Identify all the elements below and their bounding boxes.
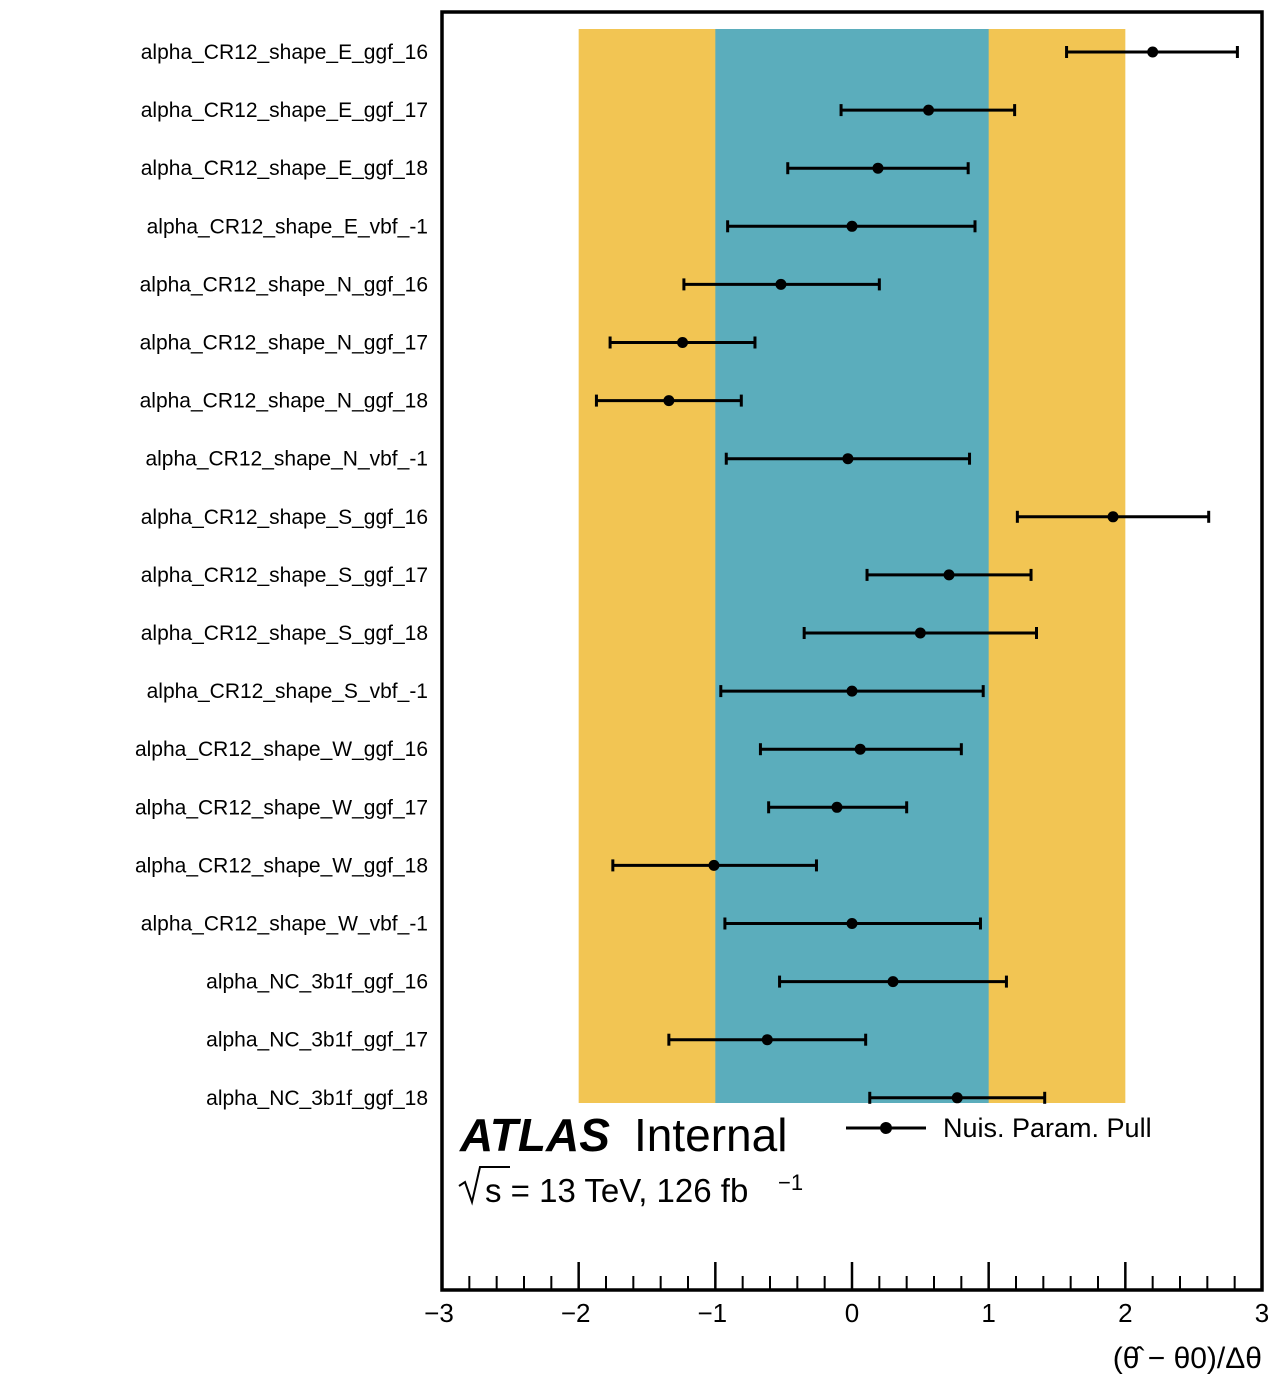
- pull-marker: [846, 685, 858, 697]
- parameter-label: alpha_CR12_shape_E_ggf_17: [141, 99, 428, 122]
- pull-marker: [872, 162, 884, 174]
- parameter-label: alpha_CR12_shape_N_vbf_-1: [145, 448, 428, 471]
- parameter-label: alpha_CR12_shape_S_ggf_16: [141, 506, 428, 529]
- pull-point-group: [719, 685, 985, 698]
- pull-point-group: [786, 162, 970, 175]
- parameter-label: alpha_NC_3b1f_ggf_16: [206, 971, 428, 994]
- pull-marker: [854, 743, 866, 755]
- pull-marker: [663, 395, 675, 407]
- parameter-label: alpha_CR12_shape_W_ggf_16: [135, 738, 428, 761]
- energy-lumi-label: s = 13 TeV, 126 fb −1: [458, 1166, 803, 1209]
- parameter-label: alpha_CR12_shape_E_vbf_-1: [147, 215, 428, 238]
- pull-marker: [923, 104, 935, 116]
- pull-point-group: [1065, 46, 1239, 58]
- pull-marker: [914, 627, 926, 639]
- parameter-label: alpha_CR12_shape_S_ggf_18: [141, 622, 428, 645]
- parameter-label: alpha_CR12_shape_S_ggf_17: [141, 564, 428, 587]
- parameter-label: alpha_NC_3b1f_ggf_18: [206, 1087, 428, 1110]
- x-tick-label: −1: [698, 1298, 728, 1328]
- pull-point-group: [667, 1033, 868, 1046]
- x-tick-label: 0: [845, 1298, 859, 1328]
- parameter-label: alpha_CR12_shape_W_ggf_18: [135, 854, 428, 877]
- pull-marker: [775, 278, 787, 290]
- pull-marker: [677, 337, 689, 348]
- pull-marker: [761, 1034, 773, 1046]
- lumi-exponent: −1: [778, 1170, 803, 1195]
- legend: Nuis. Param. Pull: [846, 1113, 1152, 1143]
- energy-lumi-text: s = 13 TeV, 126 fb: [485, 1172, 748, 1209]
- pull-point-group: [767, 801, 909, 814]
- pull-point-group: [608, 336, 757, 349]
- x-tick-label: −3: [424, 1298, 454, 1328]
- x-tick-label: 2: [1118, 1298, 1132, 1328]
- pull-marker: [831, 801, 843, 813]
- pull-point-group: [726, 220, 977, 233]
- parameter-label: alpha_CR12_shape_N_ggf_17: [140, 332, 428, 355]
- x-tick-label: 3: [1255, 1298, 1269, 1328]
- atlas-logo-text: ATLAS: [459, 1109, 610, 1161]
- legend-entry-label: Nuis. Param. Pull: [943, 1113, 1152, 1143]
- parameter-label: alpha_CR12_shape_S_vbf_-1: [147, 680, 428, 703]
- parameter-label: alpha_CR12_shape_E_ggf_16: [141, 41, 428, 64]
- pull-point-group: [839, 104, 1017, 117]
- parameter-label: alpha_CR12_shape_W_ggf_17: [135, 796, 428, 819]
- pull-marker: [887, 976, 899, 988]
- sqrt-icon: [458, 1166, 510, 1206]
- pull-points: [594, 46, 1239, 1104]
- atlas-label: ATLAS Internal: [459, 1109, 787, 1161]
- pull-marker: [846, 918, 858, 929]
- sigma-bands: [578, 29, 1126, 1103]
- atlas-status-text: Internal: [634, 1109, 787, 1161]
- pull-marker: [1107, 511, 1119, 523]
- pull-marker: [1147, 46, 1159, 58]
- pull-point-group: [611, 859, 818, 872]
- pull-marker: [846, 220, 858, 232]
- pull-point-group: [778, 975, 1008, 988]
- pull-marker: [708, 859, 720, 871]
- pull-point-group: [865, 568, 1033, 581]
- x-axis-title: (θ̂ − θ0)/Δθ: [1113, 1342, 1262, 1375]
- band-1sigma: [715, 29, 989, 1103]
- parameter-label: alpha_CR12_shape_N_ggf_16: [140, 273, 428, 296]
- x-tick-label: 1: [981, 1298, 995, 1328]
- pull-point-group: [758, 743, 963, 756]
- parameter-labels: alpha_CR12_shape_E_ggf_16 alpha_CR12_shap…: [135, 41, 428, 1110]
- x-axis: −3 −2 −1 0 1 2 3: [424, 1262, 1269, 1328]
- pull-point-group: [594, 394, 743, 407]
- parameter-label: alpha_CR12_shape_N_ggf_18: [140, 390, 428, 413]
- pull-point-group: [724, 452, 972, 465]
- pull-marker: [951, 1092, 963, 1104]
- pull-marker: [842, 453, 854, 465]
- pull-point-group: [868, 1091, 1047, 1104]
- pull-marker: [943, 569, 955, 581]
- legend-point-marker: [880, 1122, 892, 1134]
- parameter-label: alpha_CR12_shape_E_ggf_18: [141, 157, 428, 180]
- parameter-label: alpha_CR12_shape_W_vbf_-1: [141, 913, 428, 936]
- pull-point-group: [802, 627, 1038, 639]
- x-tick-label: −2: [561, 1298, 591, 1328]
- pull-point-group: [723, 917, 982, 930]
- pull-point-group: [1015, 510, 1211, 523]
- parameter-label: alpha_NC_3b1f_ggf_17: [206, 1029, 428, 1052]
- pull-point-group: [682, 278, 881, 291]
